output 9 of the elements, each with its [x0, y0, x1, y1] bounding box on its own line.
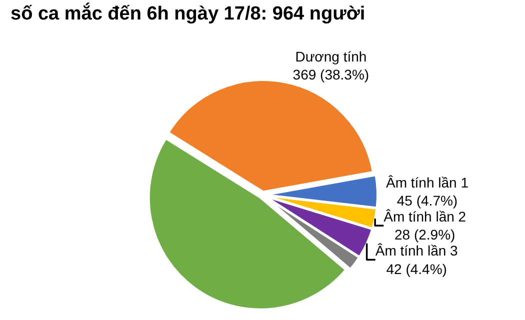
chart-title: số ca mắc đến 6h ngày 17/8: 964 người	[10, 2, 366, 25]
slice-label: Âm tính lần 2	[384, 208, 466, 224]
slice-label: Âm tính lần 1	[386, 174, 469, 190]
data-label: 28 (2.9%)	[394, 226, 456, 243]
slice-label: Âm tính lần 3	[375, 242, 458, 259]
slice-label: Dương tính	[295, 48, 367, 64]
data-label: 45 (4.7%)	[396, 192, 458, 208]
data-label: 369 (38.3%)	[292, 66, 370, 83]
data-label: 42 (4.4%)	[386, 260, 447, 277]
